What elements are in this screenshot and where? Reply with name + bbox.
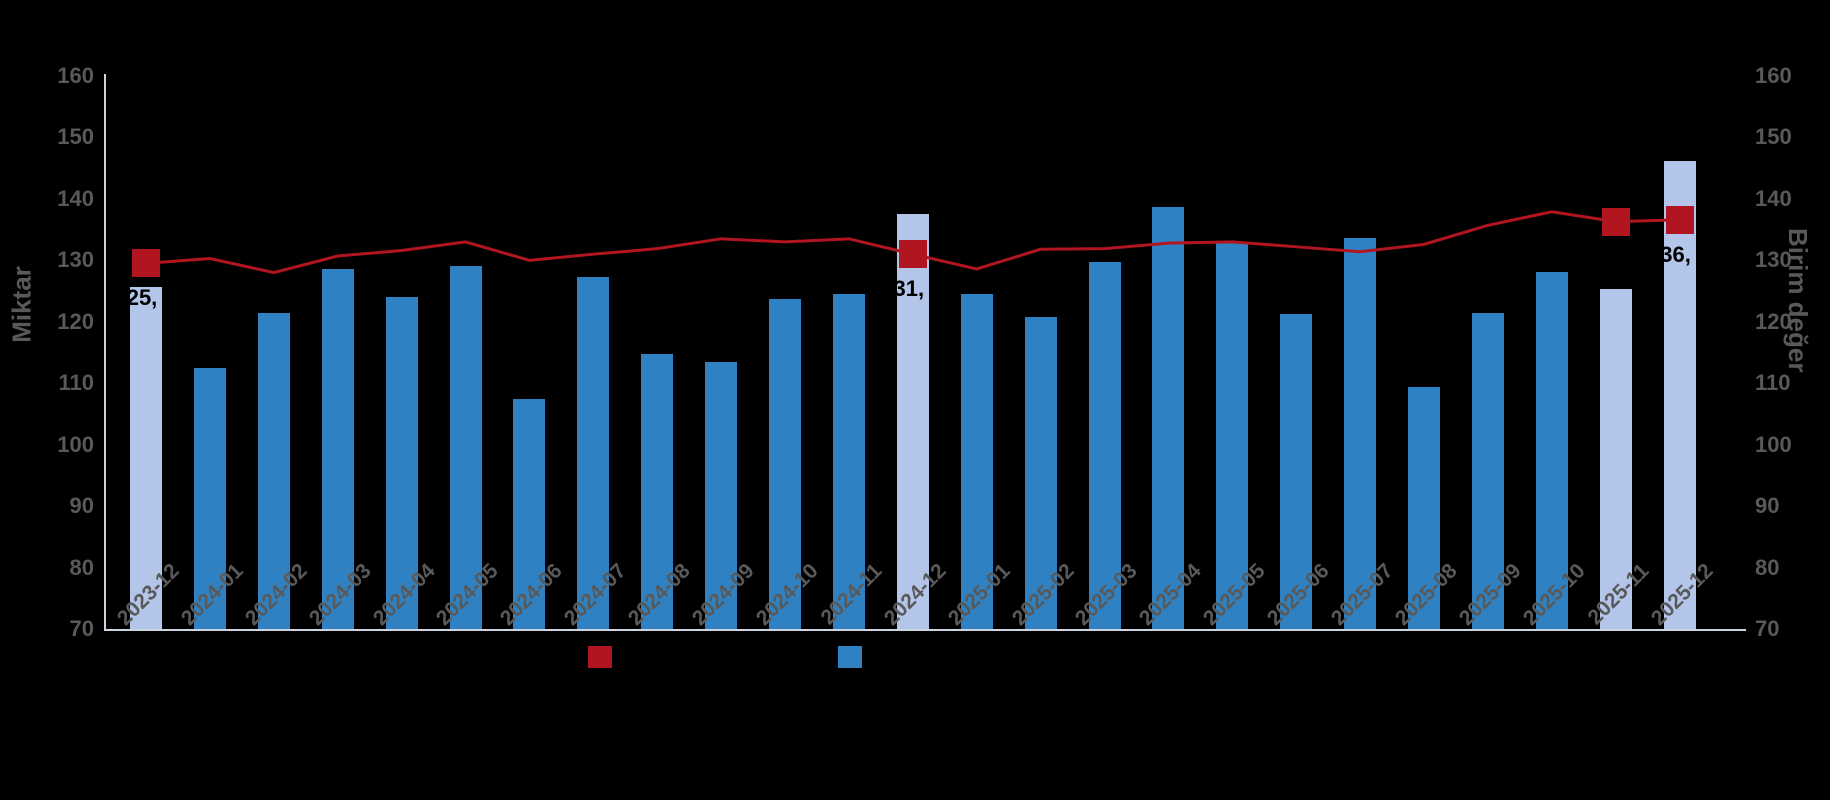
right-axis-tick-label: 120 — [1755, 308, 1792, 334]
left-axis-line — [104, 74, 106, 631]
bar-2024-01 — [193, 368, 226, 629]
bar-2024-12 — [896, 213, 929, 629]
legend-swatch-bar — [838, 646, 862, 668]
data-label-2023-12: 25, — [126, 285, 158, 311]
right-axis-tick-label: 70 — [1755, 616, 1780, 641]
legend-swatch-line — [588, 646, 612, 668]
bar-2025-06 — [1280, 314, 1313, 629]
left-axis-tick-label: 100 — [57, 431, 94, 457]
bar-2024-05 — [449, 266, 482, 629]
left-axis-tick-label: 160 — [57, 63, 94, 88]
left-axis-tick-label: 90 — [69, 493, 94, 519]
line-marker-2025-12 — [1665, 205, 1694, 234]
bar-2025-11 — [1599, 288, 1632, 629]
bar-2025-08 — [1408, 386, 1440, 629]
left-axis-tick-label: 70 — [69, 616, 94, 641]
bar-2024-06 — [513, 399, 546, 629]
line-marker-2025-11 — [1601, 207, 1630, 236]
left-axis-tick-label: 140 — [57, 185, 94, 211]
data-label-2025-12: 36, — [1660, 241, 1691, 267]
right-axis-tick-label: 90 — [1755, 493, 1780, 519]
left-axis-tick-label: 150 — [57, 124, 94, 150]
line-marker-2024-12 — [898, 240, 927, 269]
right-axis-tick-label: 80 — [1755, 554, 1780, 580]
bar-2024-09 — [705, 362, 738, 629]
bar-2025-03 — [1088, 261, 1121, 629]
bar-2025-02 — [1024, 316, 1057, 629]
bar-2025-04 — [1152, 207, 1185, 629]
right-axis-tick-label: 140 — [1755, 185, 1792, 211]
bar-2025-01 — [960, 294, 993, 629]
bar-2024-11 — [832, 294, 865, 629]
right-axis-tick-label: 130 — [1755, 247, 1792, 273]
left-axis-tick-label: 80 — [69, 554, 94, 580]
bar-2025-09 — [1471, 313, 1504, 629]
bottom-axis-line — [104, 629, 1746, 631]
left-axis-tick-label: 120 — [57, 308, 94, 334]
right-axis-tick-label: 150 — [1755, 124, 1792, 150]
bar-2024-03 — [321, 268, 354, 629]
bar-2024-08 — [641, 354, 674, 629]
right-axis-tick-label: 160 — [1755, 63, 1792, 88]
bar-2023-12 — [130, 286, 162, 629]
bar-2025-10 — [1535, 272, 1568, 629]
right-axis-title: Birim değer — [1783, 228, 1813, 373]
right-axis-tick-label: 110 — [1755, 370, 1791, 396]
bar-2024-07 — [577, 276, 610, 629]
bar-2025-07 — [1344, 237, 1377, 629]
line-marker-2023-12 — [132, 249, 160, 278]
data-label-2024-12: 31, — [893, 276, 925, 302]
bar-2025-12 — [1663, 160, 1696, 629]
bar-2025-05 — [1216, 241, 1249, 629]
bar-2024-10 — [769, 299, 801, 629]
bar-2024-04 — [385, 296, 418, 629]
bar-2024-02 — [257, 312, 290, 629]
left-axis-tick-label: 130 — [57, 247, 94, 273]
right-axis-tick-label: 100 — [1755, 431, 1792, 457]
left-axis-tick-label: 110 — [58, 370, 95, 396]
